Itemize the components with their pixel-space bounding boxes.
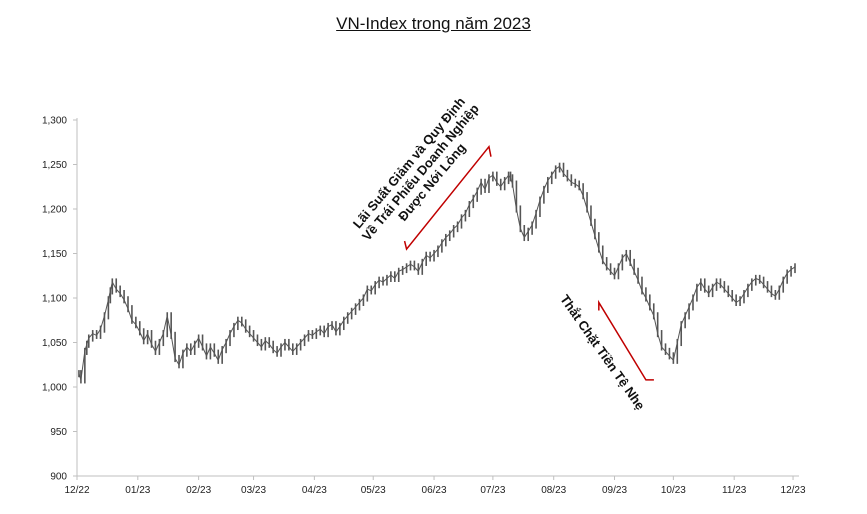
y-tick-label: 1,150 (42, 249, 67, 260)
x-tick-label: 10/23 (661, 485, 686, 496)
x-tick-label: 09/23 (602, 485, 627, 496)
y-tick-label: 1,300 (42, 116, 67, 127)
x-tick-label: 08/23 (541, 485, 566, 496)
y-tick-label: 1,100 (42, 294, 67, 305)
x-tick-label: 11/23 (722, 485, 747, 496)
x-tick-label: 07/23 (480, 485, 505, 496)
y-tick-label: 950 (50, 427, 67, 438)
x-tick-label: 12/23 (781, 485, 806, 496)
y-tick-label: 900 (50, 472, 67, 483)
x-tick-label: 04/23 (302, 485, 327, 496)
annotation-bracket-up (403, 144, 492, 251)
x-tick-label: 03/23 (241, 485, 266, 496)
x-tick-label: 12/22 (64, 485, 89, 496)
annotation-bracket-down (598, 299, 654, 381)
annotation-line: Về Trái Phiếu Doanh Nghiệp (359, 101, 482, 243)
y-tick-label: 1,050 (42, 338, 67, 349)
x-tick-label: 01/23 (125, 485, 150, 496)
y-tick-label: 1,000 (42, 383, 67, 394)
x-tick-label: 05/23 (361, 485, 386, 496)
x-tick-label: 06/23 (422, 485, 447, 496)
y-tick-label: 1,200 (42, 205, 67, 216)
chart-title: VN-Index trong năm 2023 (336, 14, 531, 33)
x-tick-label: 02/23 (186, 485, 211, 496)
y-tick-label: 1,250 (42, 160, 67, 171)
